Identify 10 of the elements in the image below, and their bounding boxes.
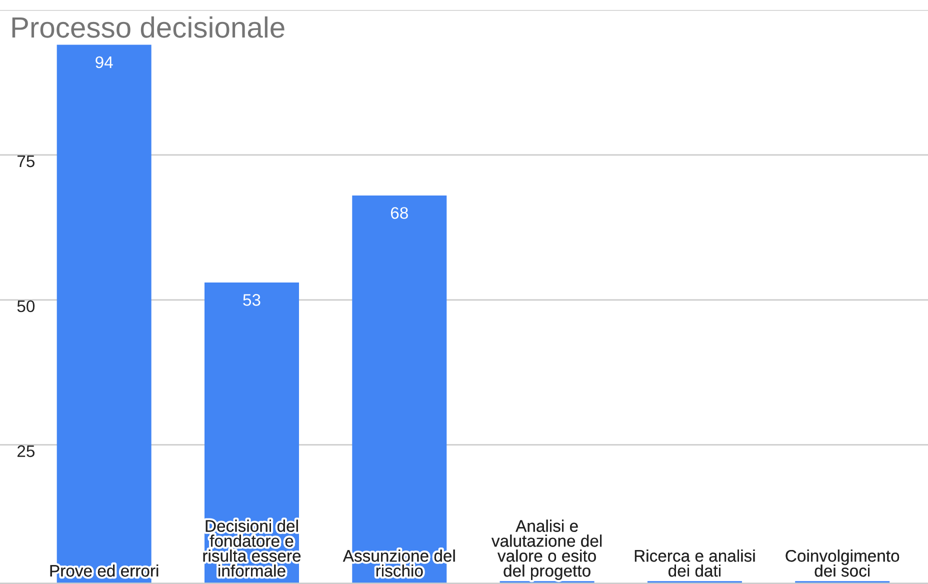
data-label: 94 xyxy=(96,56,113,68)
x-tick-label: Coinvolgimento dei soci xyxy=(786,550,900,577)
chart-title: Processo decisionale xyxy=(12,16,284,38)
data-label: 53 xyxy=(243,294,260,306)
y-tick-label: 25 xyxy=(18,445,35,458)
data-label: 68 xyxy=(390,207,408,219)
x-tick-label: Analisi e valutazione del valore o esito del progetto xyxy=(492,520,602,580)
y-tick-label: 50 xyxy=(17,300,35,312)
y-tick-label: 75 xyxy=(18,156,35,168)
x-tick-label: Ricerca e analisi dei dati xyxy=(634,550,755,577)
